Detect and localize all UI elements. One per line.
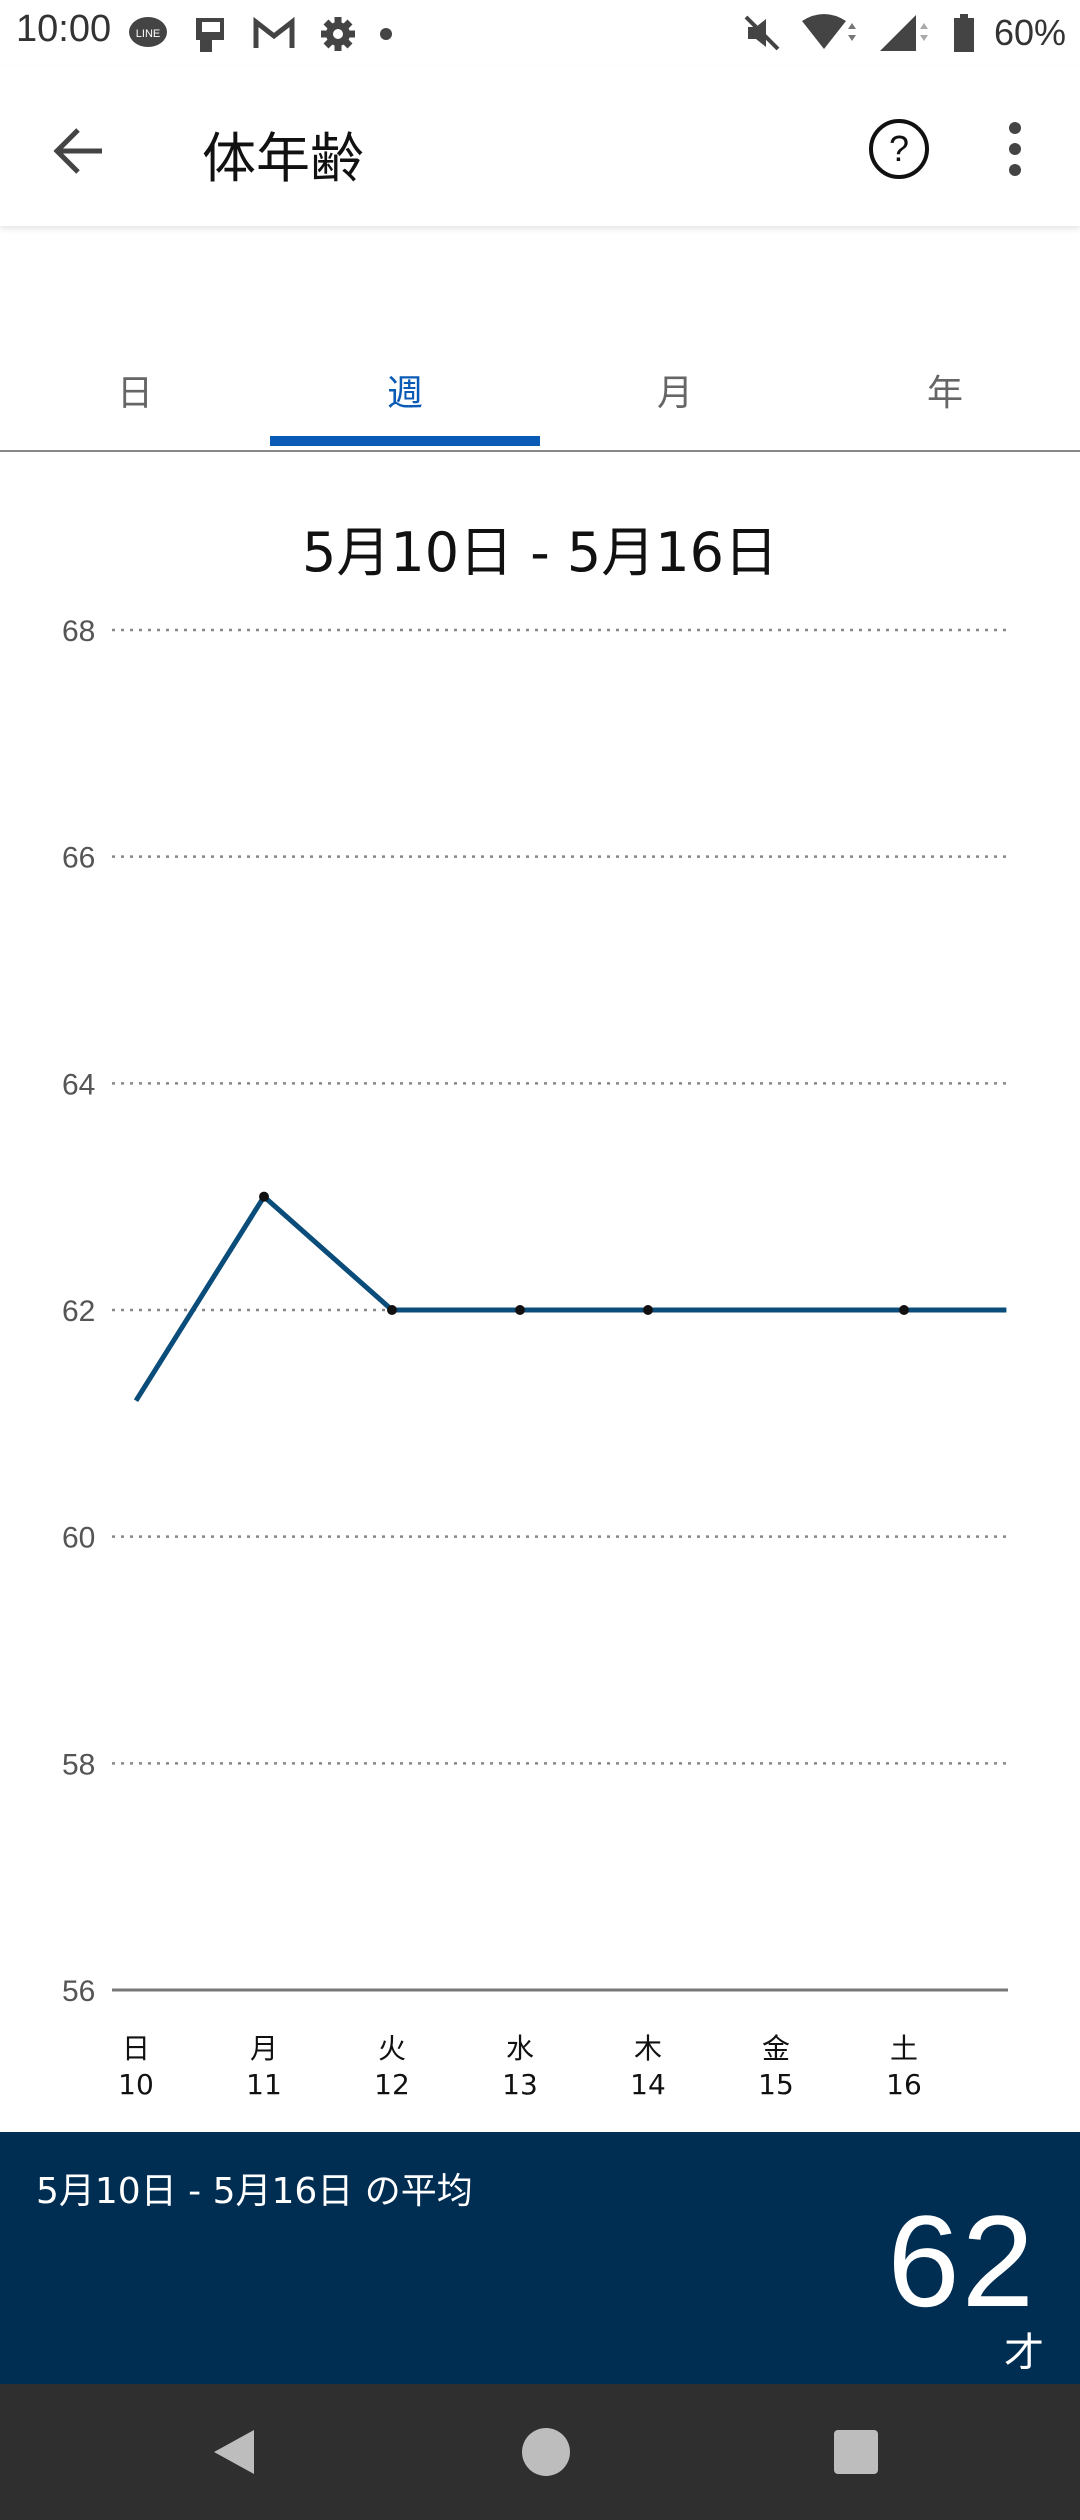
x-tick-day: 月 <box>250 2032 278 2065</box>
x-tick-date: 13 <box>502 2068 538 2101</box>
x-tick-day: 水 <box>506 2032 534 2065</box>
battery-icon <box>953 14 974 52</box>
x-tick-date: 14 <box>630 2068 666 2101</box>
x-tick-date: 16 <box>886 2068 922 2101</box>
x-tick-day: 火 <box>378 2032 406 2065</box>
body-age-chart: 68 66 64 62 60 58 56 日10 月11 火12 水13 木14 金15 土16 <box>62 615 1008 2101</box>
tab-week[interactable]: 週 <box>386 373 423 414</box>
x-tick-day: 土 <box>890 2032 918 2065</box>
dot-icon <box>380 28 392 40</box>
wifi-icon <box>801 14 856 49</box>
average-value: 62 <box>887 2188 1036 2334</box>
gmail-icon <box>253 16 295 48</box>
x-tick-date: 12 <box>374 2068 410 2101</box>
y-tick-label: 56 <box>62 1975 95 2008</box>
settings-icon <box>321 17 355 51</box>
series-line <box>133 1194 1007 1402</box>
y-tick-label: 60 <box>62 1522 95 1555</box>
more-vert-icon[interactable] <box>990 114 1040 184</box>
nav-back-icon[interactable] <box>206 2422 266 2482</box>
tab-indicator <box>270 436 540 446</box>
data-point <box>643 1305 653 1315</box>
y-tick-label: 68 <box>62 615 95 648</box>
arrow-left-icon[interactable] <box>44 116 114 186</box>
phone-icon <box>196 18 224 52</box>
system-nav-bar <box>0 2384 1080 2520</box>
range-title: 5月10日 - 5月16日 <box>302 521 778 584</box>
tab-month[interactable]: 月 <box>656 373 693 414</box>
period-tabs: 日 週 月 年 <box>0 340 1080 452</box>
svg-text:?: ? <box>889 128 909 169</box>
x-tick-date: 15 <box>758 2068 794 2101</box>
y-tick-label: 64 <box>62 1068 95 1101</box>
help-circle-icon[interactable]: ? <box>864 114 934 184</box>
data-point <box>515 1305 525 1315</box>
mute-icon <box>744 15 780 51</box>
average-summary: 5月10日 - 5月16日 の平均 62 才 <box>0 2132 1080 2384</box>
x-tick-day: 日 <box>122 2032 150 2065</box>
nav-recents-icon[interactable] <box>826 2422 886 2482</box>
average-label: 5月10日 - 5月16日 の平均 <box>36 2171 473 2212</box>
page-title: 体年齢 <box>202 127 364 190</box>
nav-home-icon[interactable] <box>516 2422 576 2482</box>
app-bar: 体年齢 ? <box>0 66 1080 226</box>
x-tick-date: 11 <box>246 2068 282 2101</box>
data-point <box>899 1305 909 1315</box>
x-tick-day: 木 <box>634 2032 662 2065</box>
tab-year[interactable]: 年 <box>926 373 963 414</box>
status-time: 10:00 <box>16 8 112 50</box>
signal-icon <box>879 15 928 51</box>
data-point <box>259 1191 269 1202</box>
y-tick-label: 58 <box>62 1748 95 1781</box>
svg-text:LINE: LINE <box>136 28 160 40</box>
x-tick-day: 金 <box>762 2032 790 2065</box>
data-point <box>387 1305 397 1315</box>
line-icon: LINE <box>129 17 167 47</box>
tab-day[interactable]: 日 <box>116 373 153 414</box>
battery-percent: 60% <box>993 12 1066 53</box>
y-tick-label: 62 <box>62 1295 95 1328</box>
average-unit: 才 <box>1004 2330 1044 2376</box>
x-tick-date: 10 <box>118 2068 154 2101</box>
status-bar: 10:00 LINE <box>0 0 1080 66</box>
y-tick-label: 66 <box>62 842 95 875</box>
